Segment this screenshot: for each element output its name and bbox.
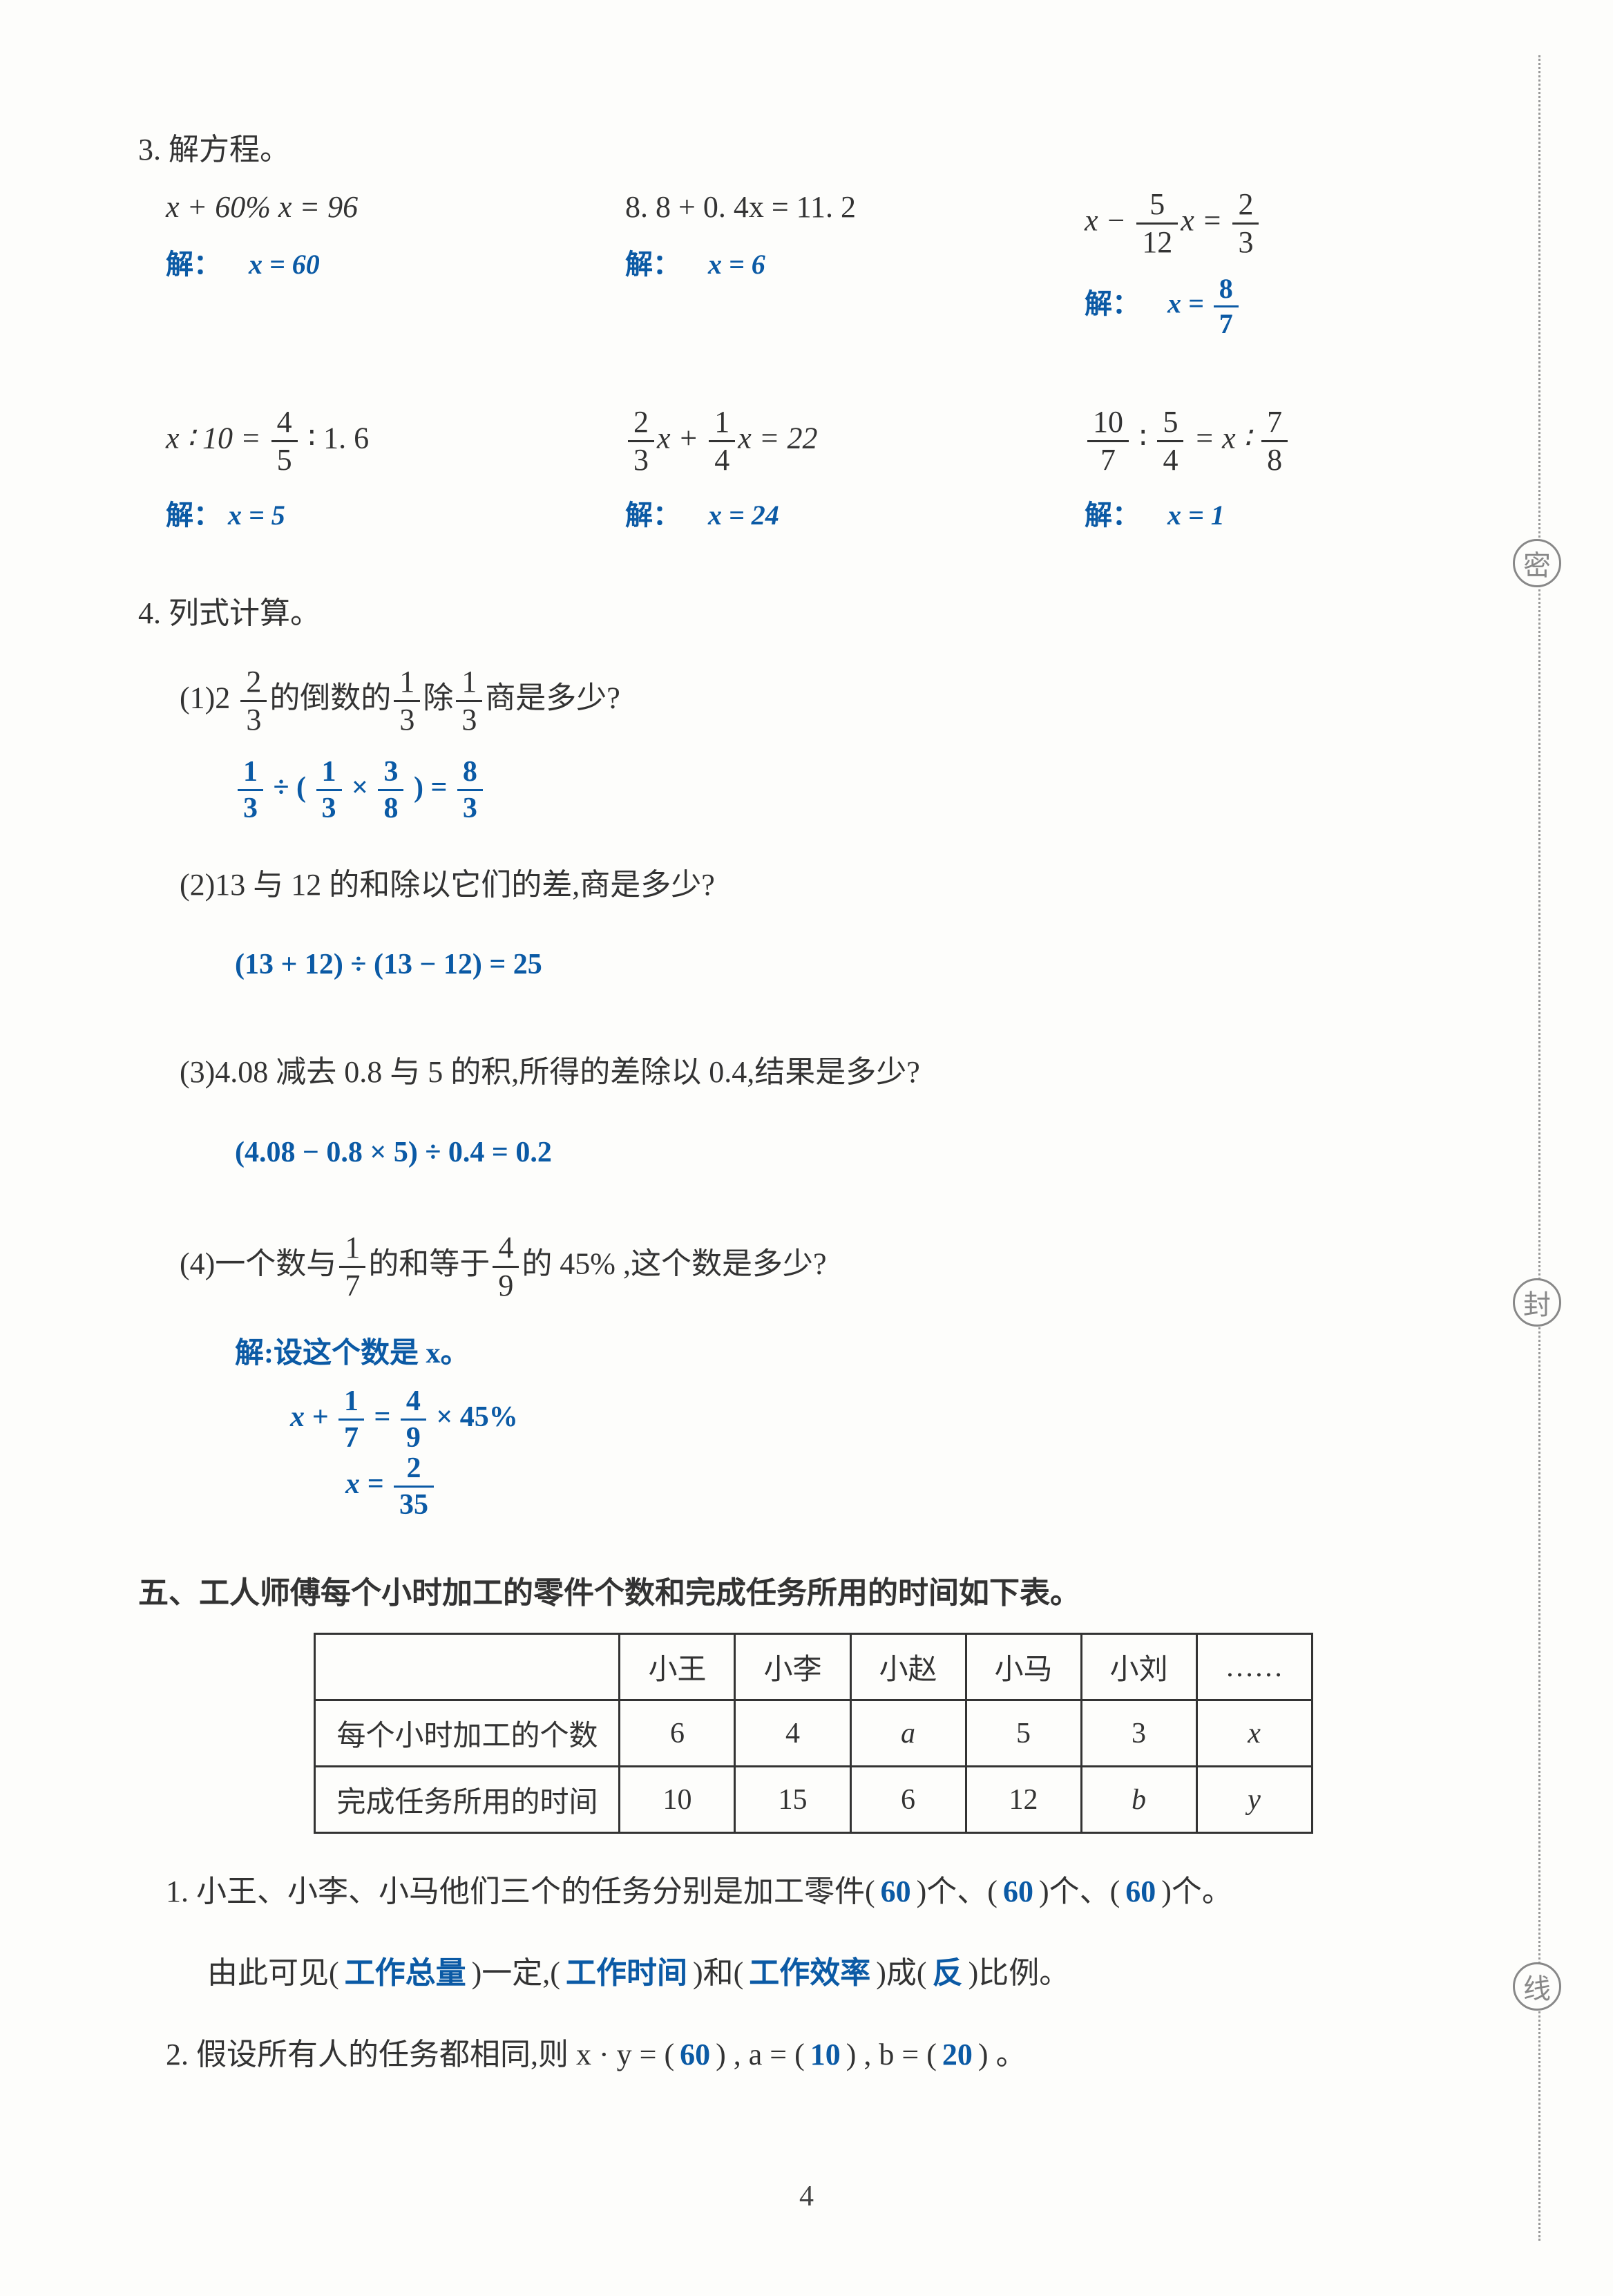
table-cell: x — [1196, 1700, 1312, 1767]
q5-fill-1b: 由此可见(工作总量)一定,(工作时间)和(工作效率)成(反)比例。 — [207, 1943, 1489, 2004]
q3-r2-c3-eq: 107 ∶ 54 = x ∶ 78 — [1085, 407, 1489, 475]
table-row: 完成任务所用的时间 10 15 6 12 b y — [315, 1767, 1312, 1833]
table-cell: 15 — [735, 1767, 850, 1833]
q4-s4-question: (4)一个数与17的和等于49的 45% ,这个数是多少? — [180, 1233, 1489, 1301]
q4-s2-answer: (13 + 12) ÷ (13 − 12) = 25 — [235, 933, 1489, 996]
table-cell: 3 — [1081, 1700, 1196, 1767]
table-cell: 12 — [966, 1767, 1081, 1833]
q3-r1-c2-ans: 解：x = 6 — [625, 242, 1029, 282]
q3-r1-c3-eq: x − 512x = 23 — [1085, 189, 1489, 258]
table-cell: y — [1196, 1767, 1312, 1833]
q3-r1-c2-eq: 8. 8 + 0. 4x = 11. 2 — [625, 189, 1029, 225]
q4-s2-question: (2)13 与 12 的和除以它们的差,商是多少? — [180, 857, 1489, 912]
table-cell: 完成任务所用的时间 — [315, 1767, 620, 1833]
q3-r2-c1: x ∶ 10 = 45 ∶ 1. 6 解：x = 5 — [166, 407, 570, 533]
q4-s4-ans-line2: x + 17 = 49 × 45% — [290, 1385, 1489, 1452]
table-cell: 6 — [850, 1767, 966, 1833]
page-number: 4 — [0, 2180, 1613, 2213]
q4-s4-ans-line1: 解:设这个数是 x。 — [235, 1322, 1489, 1385]
q3-r1-c1: x + 60% x = 96 解：x = 60 — [166, 189, 570, 338]
q3-r2-c1-ans: 解：x = 5 — [166, 493, 570, 533]
q3-r2-c3-ans: 解：x = 1 — [1085, 493, 1489, 533]
q5-fill-2: 2. 假设所有人的任务都相同,则 x · y = (60) , a = (10)… — [166, 2024, 1489, 2085]
table-cell: 5 — [966, 1700, 1081, 1767]
table-cell: b — [1081, 1767, 1196, 1833]
q4-s4-ans-line3: x = 235 — [345, 1452, 1489, 1519]
q3-title: 3. 解方程。 — [138, 124, 1489, 169]
table-cell: 每个小时加工的个数 — [315, 1700, 620, 1767]
table-cell: 10 — [620, 1767, 735, 1833]
q3-row2: x ∶ 10 = 45 ∶ 1. 6 解：x = 5 23x + 14x = 2… — [166, 407, 1489, 533]
table-cell: a — [850, 1700, 966, 1767]
q4-s1-question: (1)2 23的倒数的13除13商是多少? — [180, 667, 1489, 735]
table-row: 每个小时加工的个数 6 4 a 5 3 x — [315, 1700, 1312, 1767]
q3-r2-c2-eq: 23x + 14x = 22 — [625, 407, 1029, 475]
q4-s4-answer: 解:设这个数是 x。 x + 17 = 49 × 45% x = 235 — [235, 1322, 1489, 1519]
table-cell: 小李 — [735, 1634, 850, 1700]
q5-fill-1: 1. 小王、小李、小马他们三个的任务分别是加工零件(60)个、(60)个、(60… — [166, 1861, 1489, 1922]
table-cell: 6 — [620, 1700, 735, 1767]
q4-title: 4. 列式计算。 — [138, 588, 1489, 632]
table-row: 小王 小李 小赵 小马 小刘 …… — [315, 1634, 1312, 1700]
table-cell: 小马 — [966, 1634, 1081, 1700]
q3-r1-c1-ans: 解：x = 60 — [166, 242, 570, 282]
q3-r2-c3: 107 ∶ 54 = x ∶ 78 解：x = 1 — [1085, 407, 1489, 533]
q3-r2-c2-ans: 解：x = 24 — [625, 493, 1029, 533]
q3-r1-c3-ans: 解：x = 87 — [1085, 275, 1489, 338]
table-cell: …… — [1196, 1634, 1312, 1700]
q3-row1: x + 60% x = 96 解：x = 60 8. 8 + 0. 4x = 1… — [166, 189, 1489, 338]
q5-table: 小王 小李 小赵 小马 小刘 …… 每个小时加工的个数 6 4 a 5 3 x … — [314, 1633, 1313, 1834]
q3-r2-c1-eq: x ∶ 10 = 45 ∶ 1. 6 — [166, 407, 570, 475]
q3-r1-c2: 8. 8 + 0. 4x = 11. 2 解：x = 6 — [625, 189, 1029, 338]
table-cell: 小王 — [620, 1634, 735, 1700]
q5-title: 五、工人师傅每个小时加工的零件个数和完成任务所用的时间如下表。 — [138, 1568, 1489, 1612]
q4-s1-answer: 13 ÷ ( 13 × 38 ) = 83 — [235, 756, 1489, 823]
table-cell: 4 — [735, 1700, 850, 1767]
q3-r1-c1-eq: x + 60% x = 96 — [166, 189, 570, 225]
q3-r1-c3: x − 512x = 23 解：x = 87 — [1085, 189, 1489, 338]
page-content: 3. 解方程。 x + 60% x = 96 解：x = 60 8. 8 + 0… — [0, 0, 1613, 2175]
table-cell — [315, 1634, 620, 1700]
q4-s3-question: (3)4.08 减去 0.8 与 5 的积,所得的差除以 0.4,结果是多少? — [180, 1045, 1489, 1099]
table-cell: 小赵 — [850, 1634, 966, 1700]
q3-r2-c2: 23x + 14x = 22 解：x = 24 — [625, 407, 1029, 533]
table-cell: 小刘 — [1081, 1634, 1196, 1700]
q4-s3-answer: (4.08 − 0.8 × 5) ÷ 0.4 = 0.2 — [235, 1121, 1489, 1184]
